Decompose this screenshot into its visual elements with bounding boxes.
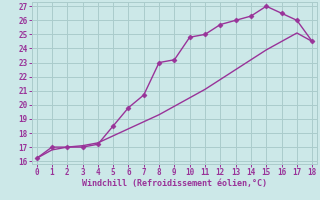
X-axis label: Windchill (Refroidissement éolien,°C): Windchill (Refroidissement éolien,°C): [82, 179, 267, 188]
